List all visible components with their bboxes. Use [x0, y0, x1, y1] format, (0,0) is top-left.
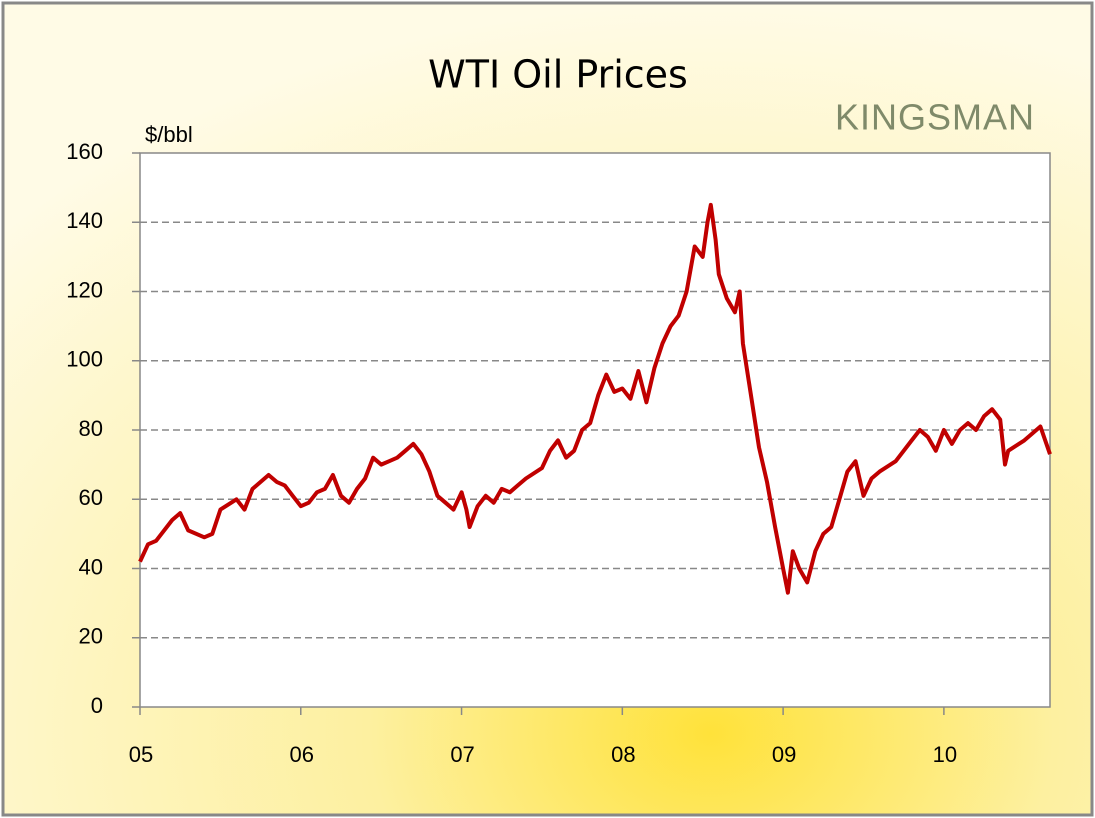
x-tick-label: 05	[129, 742, 153, 767]
price-line	[138, 202, 1052, 595]
y-tick-label: 40	[79, 554, 103, 579]
logo: KINGSMAN	[835, 97, 1035, 138]
chart-title: WTI Oil Prices	[428, 53, 688, 97]
y-tick-label: 60	[79, 485, 103, 510]
x-tick-label: 09	[772, 742, 796, 767]
x-tick-label: 10	[933, 742, 957, 767]
y-tick-label: 80	[79, 416, 103, 441]
y-tick-label: 120	[66, 277, 103, 302]
y-tick-label: 20	[79, 624, 103, 649]
y-axis-label: $/bbl	[145, 122, 193, 147]
y-tick-label: 160	[66, 139, 103, 164]
x-tick-label: 07	[450, 742, 474, 767]
y-tick-label: 0	[91, 693, 103, 718]
y-tick-label: 140	[66, 208, 103, 233]
x-tick-label: 08	[611, 742, 635, 767]
y-tick-label: 100	[66, 347, 103, 372]
x-tick-label: 06	[290, 742, 314, 767]
